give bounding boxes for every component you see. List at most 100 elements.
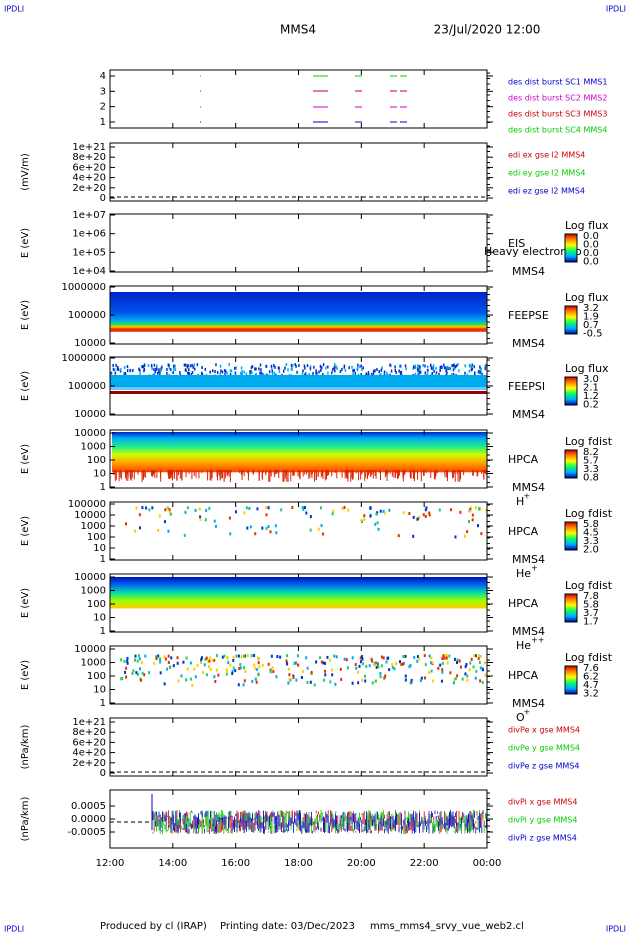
spectrogram-dot [399, 370, 402, 374]
spectrogram-dot [303, 506, 306, 510]
spectrogram-dot [209, 656, 212, 660]
spectrogram-dot [163, 655, 166, 659]
spectrogram-dot [443, 656, 446, 660]
spectrogram-dot [208, 506, 211, 510]
spectrogram-dot [470, 365, 473, 369]
spectrogram-dot [480, 532, 483, 536]
legend-entry: divPi y gse MMS4 [508, 816, 577, 825]
spectrogram-dot [414, 372, 417, 376]
spectrogram-dot [335, 365, 337, 369]
spectrogram-dot [480, 367, 482, 371]
spectrogram-dot [376, 368, 378, 372]
instrument-label: EIS [508, 237, 525, 250]
y-tick-label: 1 [100, 482, 106, 493]
spectrogram-dot [448, 654, 451, 658]
spectrogram-dot [404, 678, 407, 682]
spacecraft: MMS4 [280, 23, 316, 37]
spectrogram-dot [282, 369, 285, 373]
spectrogram-dot [383, 676, 386, 680]
spectrogram-dot [186, 667, 189, 671]
spectrogram-dot [339, 370, 342, 374]
spectrogram-dot [433, 369, 435, 373]
footer-date: Printing date: 03/Dec/2023 [220, 921, 355, 932]
spectrogram-dot [424, 514, 427, 518]
spectrogram-dot [275, 531, 278, 535]
spectrogram-dot [243, 654, 246, 658]
instrument-label: MMS4 [512, 553, 545, 566]
spectrogram-dot [226, 371, 228, 375]
spectrogram-dot [231, 669, 234, 673]
spectrogram-dot [265, 527, 268, 531]
spectrogram-dot [302, 369, 304, 373]
spectrogram-dot [223, 654, 226, 658]
spectrogram-dot [244, 669, 247, 673]
spectrogram-dot [484, 367, 487, 371]
spectrogram-dot [167, 529, 170, 533]
spectrogram-dot [376, 521, 379, 525]
spectrogram-dot [186, 363, 188, 367]
spectrogram-dot [199, 517, 202, 521]
spectrogram-dot [259, 363, 262, 367]
spectrogram-dot [441, 661, 444, 665]
spectrogram-dot [309, 515, 312, 519]
spectrogram-dot [359, 656, 362, 660]
y-tick-label: 3 [100, 86, 106, 97]
spectrogram-dot [426, 365, 429, 369]
spectrogram-dot [166, 507, 169, 511]
spectrogram-dot [437, 666, 440, 670]
spectrogram-dot [139, 667, 142, 671]
spectrogram-dot [239, 662, 242, 666]
y-axis-label: (mV/m) [20, 153, 31, 191]
spectrogram-dot [329, 658, 332, 662]
spectrogram-dot [445, 656, 448, 660]
spectrogram-dot [265, 364, 267, 368]
spectrogram-dot [207, 665, 210, 669]
spectrogram-dot [379, 509, 382, 513]
spectrogram-dot [123, 372, 125, 376]
spectrogram-dot [419, 365, 421, 369]
spectrogram-dot [220, 369, 222, 373]
spectrogram-dot [485, 363, 487, 367]
spectrogram-dot [246, 526, 249, 530]
y-tick-label: 10 [93, 685, 106, 696]
spectrogram-dot [144, 654, 147, 658]
y-tick-label: 2e+20 [72, 183, 106, 194]
legend-entry: divPe z gse MMS4 [508, 762, 579, 771]
spectrogram-dot [369, 514, 372, 518]
colorbar-tick: 3.3 [583, 536, 599, 547]
y-tick-label: 100000 [68, 381, 106, 392]
spectrogram-dot [193, 367, 196, 371]
spectrogram-dot [176, 661, 179, 665]
spectrogram-dot [416, 517, 419, 521]
spectrogram-dot [466, 678, 469, 682]
spectrogram-dot [185, 678, 188, 682]
spectrogram-dot [132, 369, 134, 373]
spectrogram-dot [269, 530, 272, 534]
spectrogram-dot [374, 369, 376, 373]
spectrogram-dot [270, 364, 273, 368]
spectrogram-dot [253, 654, 256, 658]
spectrogram-dot [291, 364, 294, 368]
spectrogram-dot [383, 372, 385, 376]
spectrogram-dot [305, 656, 308, 660]
spectrogram-dot [237, 683, 240, 687]
y-tick-label: 10000 [74, 409, 106, 420]
spectrogram-dot [352, 372, 354, 376]
spectrogram-dot [273, 371, 276, 375]
spectrogram-dot [198, 507, 201, 511]
spectrogram-dot [250, 654, 253, 658]
spectrogram-dot [459, 510, 462, 514]
colorbar-title: Log flux [565, 219, 609, 232]
spectrogram-dot [201, 366, 203, 370]
spectrogram-dot [459, 665, 462, 669]
spectrogram-dot [326, 655, 329, 659]
spectrogram-dot [126, 661, 129, 665]
spectrogram-dot [394, 365, 396, 369]
spectrogram-dot [452, 681, 455, 685]
spectrogram-dot [356, 670, 359, 674]
spectrogram-dot [169, 512, 172, 516]
x-tick-label: 12:00 [96, 858, 125, 869]
spectrogram-dot [379, 672, 382, 676]
spectrogram-dot [301, 669, 304, 673]
spectrogram-dot [343, 365, 346, 369]
